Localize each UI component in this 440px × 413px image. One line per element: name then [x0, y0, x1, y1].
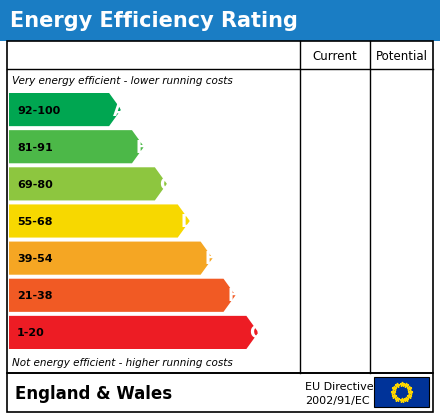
Text: 39-54: 39-54	[17, 254, 53, 263]
Text: Current: Current	[313, 50, 357, 62]
Polygon shape	[9, 242, 213, 275]
Text: 92-100: 92-100	[17, 105, 60, 115]
Text: 2002/91/EC: 2002/91/EC	[305, 395, 370, 405]
Polygon shape	[9, 94, 121, 127]
Text: Very energy efficient - lower running costs: Very energy efficient - lower running co…	[12, 76, 233, 86]
Text: 69-80: 69-80	[17, 179, 53, 190]
Text: F: F	[228, 287, 239, 304]
Bar	[0, 0, 440, 42]
Text: 81-91: 81-91	[17, 142, 53, 152]
Text: Energy Efficiency Rating: Energy Efficiency Rating	[10, 11, 298, 31]
Text: G: G	[249, 324, 263, 342]
Text: E: E	[205, 249, 216, 268]
Text: Not energy efficient - higher running costs: Not energy efficient - higher running co…	[12, 357, 233, 367]
Polygon shape	[9, 131, 144, 164]
Text: EU Directive: EU Directive	[305, 381, 374, 391]
Polygon shape	[9, 205, 190, 238]
Polygon shape	[9, 316, 258, 349]
Text: A: A	[113, 101, 125, 119]
Polygon shape	[9, 168, 167, 201]
Polygon shape	[9, 279, 235, 312]
Text: B: B	[136, 138, 148, 157]
Text: C: C	[159, 176, 171, 193]
Text: 1-20: 1-20	[17, 328, 45, 337]
Text: D: D	[181, 212, 194, 230]
Text: 55-68: 55-68	[17, 216, 52, 226]
Text: 21-38: 21-38	[17, 291, 52, 301]
Bar	[7, 373, 433, 412]
Text: England & Wales: England & Wales	[15, 384, 172, 402]
Text: Potential: Potential	[375, 50, 428, 62]
Bar	[7, 42, 433, 373]
Bar	[374, 377, 429, 407]
